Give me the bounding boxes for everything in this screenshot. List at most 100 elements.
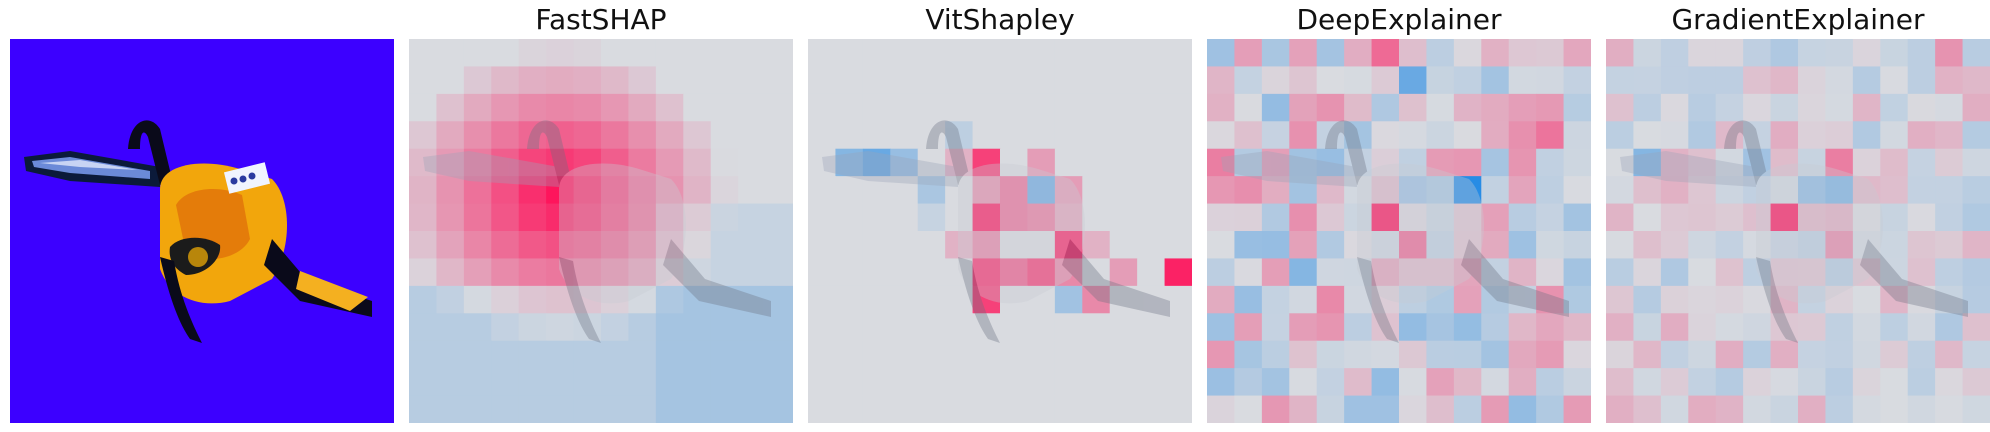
- gradientexplainer-cell: [1825, 368, 1854, 397]
- vitshapley-cell: [917, 258, 946, 287]
- gradientexplainer-cell: [1825, 340, 1854, 369]
- gradientexplainer-cell: [1962, 121, 1990, 150]
- deepexplainer-cell: [1481, 368, 1510, 397]
- gradientexplainer-cell: [1935, 203, 1964, 232]
- deepexplainer-heatmap: [1207, 39, 1591, 423]
- gradientexplainer-cell: [1743, 176, 1772, 205]
- gradientexplainer-cell: [1935, 285, 1964, 314]
- vitshapley-cell: [1082, 93, 1111, 122]
- fastshap-cell: [463, 176, 492, 205]
- vitshapley-cell: [1164, 176, 1192, 205]
- fastshap-cell: [409, 176, 437, 205]
- deepexplainer-cell: [1344, 121, 1373, 150]
- gradientexplainer-cell: [1688, 368, 1717, 397]
- fastshap-cell: [463, 148, 492, 177]
- fastshap-cell: [628, 285, 657, 314]
- deepexplainer-cell: [1371, 176, 1400, 205]
- deepexplainer-cell: [1289, 176, 1318, 205]
- gradientexplainer-cell: [1743, 66, 1772, 95]
- vitshapley-cell: [945, 66, 974, 95]
- gradientexplainer-cell: [1798, 203, 1826, 232]
- vitshapley-cell: [835, 148, 864, 177]
- fastshap-cell: [518, 285, 547, 314]
- gradientexplainer-cell: [1715, 368, 1744, 397]
- deepexplainer-cell: [1536, 121, 1565, 150]
- fastshap-cell: [409, 258, 437, 287]
- fastshap-cell: [710, 176, 739, 205]
- fastshap-cell: [655, 148, 684, 177]
- gradientexplainer-cell: [1935, 395, 1964, 423]
- deepexplainer-cell: [1371, 93, 1400, 122]
- gradientexplainer-cell: [1935, 258, 1964, 287]
- deepexplainer-cell: [1289, 66, 1318, 95]
- fastshap-cell: [738, 395, 767, 423]
- fastshap-cell: [710, 93, 739, 122]
- deepexplainer-cell: [1426, 176, 1455, 205]
- deepexplainer-cell: [1563, 203, 1591, 232]
- gradientexplainer-cell: [1606, 93, 1634, 122]
- fastshap-cell: [436, 148, 465, 177]
- fastshap-cell: [601, 176, 629, 205]
- gradientexplainer-cell: [1798, 313, 1826, 342]
- fastshap-cell: [573, 148, 602, 177]
- vitshapley-cell: [945, 395, 974, 423]
- vitshapley-cell: [1027, 368, 1056, 397]
- vitshapley-cell: [917, 148, 946, 177]
- fastshap-cell: [491, 93, 520, 122]
- gradientexplainer-cell: [1880, 148, 1909, 177]
- deepexplainer-cell: [1563, 340, 1591, 369]
- deepexplainer-cell: [1563, 66, 1591, 95]
- deepexplainer-cell: [1453, 176, 1482, 205]
- gradientexplainer-cell: [1880, 203, 1909, 232]
- deepexplainer-cell: [1371, 258, 1400, 287]
- deepexplainer-cell: [1261, 39, 1290, 67]
- vitshapley-cell: [890, 285, 919, 314]
- deepexplainer-cell: [1426, 148, 1455, 177]
- gradientexplainer-cell: [1962, 313, 1990, 342]
- fastshap-cell: [738, 66, 767, 95]
- fastshap-cell: [491, 285, 520, 314]
- fastshap-cell: [463, 285, 492, 314]
- fastshap-cell: [765, 368, 793, 397]
- deepexplainer-cell: [1261, 231, 1290, 259]
- deepexplainer-cell: [1234, 66, 1263, 95]
- fastshap-cell: [655, 258, 684, 287]
- vitshapley-cell: [862, 285, 891, 314]
- gradientexplainer-cell: [1633, 66, 1662, 95]
- deepexplainer-cell: [1316, 340, 1345, 369]
- gradientexplainer-cell: [1798, 368, 1826, 397]
- gradientexplainer-cell: [1743, 39, 1772, 67]
- vitshapley-cell: [972, 231, 1001, 259]
- gradientexplainer-cell: [1743, 121, 1772, 150]
- vitshapley-cell: [1000, 203, 1028, 232]
- fastshap-cell: [765, 258, 793, 287]
- deepexplainer-cell: [1399, 313, 1427, 342]
- fastshap-cell: [436, 39, 465, 67]
- gradientexplainer-cell: [1935, 93, 1964, 122]
- vitshapley-cell: [1000, 148, 1028, 177]
- fastshap-cell: [683, 203, 712, 232]
- vitshapley-cell: [1137, 93, 1166, 122]
- gradientexplainer-cell: [1633, 121, 1662, 150]
- fastshap-cell: [710, 66, 739, 95]
- vitshapley-cell: [835, 39, 864, 67]
- deepexplainer-cell: [1536, 258, 1565, 287]
- gradientexplainer-cell: [1743, 231, 1772, 259]
- fastshap-cell: [628, 231, 657, 259]
- fastshap-cell: [518, 66, 547, 95]
- deepexplainer-cell: [1453, 203, 1482, 232]
- fastshap-cell: [491, 368, 520, 397]
- vitshapley-cell: [835, 93, 864, 122]
- vitshapley-cell: [835, 258, 864, 287]
- panel-title-deepexplainer: DeepExplainer: [1296, 3, 1502, 36]
- fastshap-cell: [765, 203, 793, 232]
- vitshapley-cell: [890, 176, 919, 205]
- gradientexplainer-cell: [1606, 66, 1634, 95]
- fastshap-cell: [409, 368, 437, 397]
- deepexplainer-cell: [1234, 148, 1263, 177]
- gradientexplainer-cell: [1715, 121, 1744, 150]
- fastshap-cell: [546, 313, 575, 342]
- gradientexplainer-cell: [1715, 258, 1744, 287]
- fastshap-cell: [710, 368, 739, 397]
- gradientexplainer-cell: [1825, 203, 1854, 232]
